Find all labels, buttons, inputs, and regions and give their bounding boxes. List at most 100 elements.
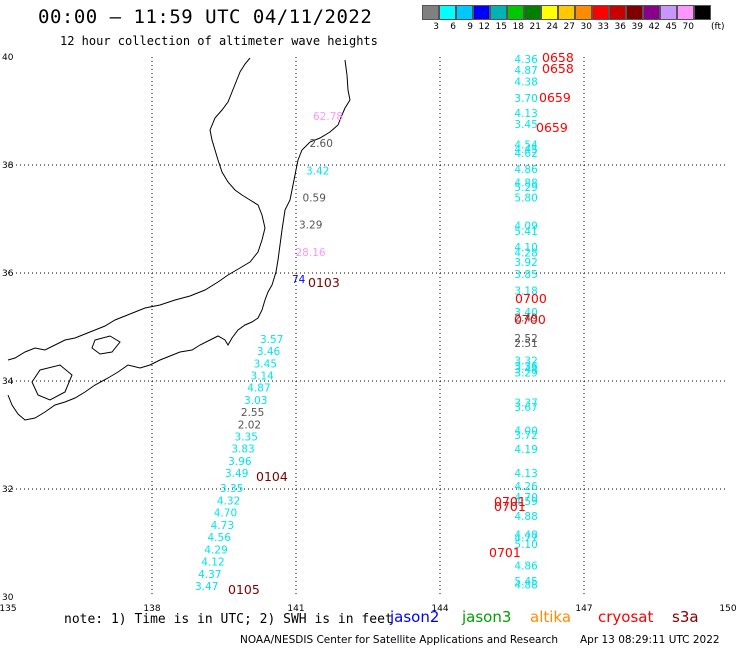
swh-value: 74 bbox=[292, 274, 306, 286]
scale-label-15: 70 bbox=[682, 22, 694, 32]
swh-value: 4.73 bbox=[211, 520, 234, 532]
scale-swatch-15 bbox=[677, 5, 694, 20]
swh-value: 3.35 bbox=[220, 483, 243, 495]
swh-value: 3.32 bbox=[514, 355, 537, 367]
swh-value: 5.80 bbox=[514, 192, 537, 204]
map-title: 00:00 – 11:59 UTC 04/11/2022 bbox=[38, 6, 373, 28]
swh-value: 3.47 bbox=[195, 581, 218, 593]
swh-value: 3.44 bbox=[514, 364, 538, 376]
swh-value: 4.00 bbox=[514, 426, 537, 438]
pass-time-label: 0701 bbox=[494, 494, 526, 509]
scale-swatch-0 bbox=[422, 5, 439, 20]
scale-label-6: 21 bbox=[529, 22, 541, 32]
lon-label: 147 bbox=[575, 604, 592, 614]
lon-label: 135 bbox=[0, 604, 17, 614]
coastline bbox=[7, 57, 351, 421]
footnote: note: 1) Time is in UTC; 2) SWH is in fe… bbox=[64, 612, 393, 627]
lon-label: 138 bbox=[143, 604, 160, 614]
scale-swatch-13 bbox=[643, 5, 660, 20]
swh-value: 4.70 bbox=[514, 492, 537, 504]
swh-value: 4.87 bbox=[247, 383, 270, 395]
satellite-jason3: jason3 bbox=[462, 608, 512, 626]
satellite-altika: altika bbox=[530, 608, 572, 626]
kyushu-coast bbox=[31, 364, 73, 401]
swh-value: 3.46 bbox=[257, 346, 281, 358]
swh-value: 4.13 bbox=[514, 108, 537, 120]
swh-value: 2.49 bbox=[514, 312, 537, 324]
scale-label-13: 42 bbox=[648, 22, 660, 32]
pass-time-label: 0103 bbox=[308, 275, 340, 290]
scale-label-3: 12 bbox=[478, 22, 490, 32]
scale-swatch-16 bbox=[694, 5, 711, 20]
swh-value: 5.45 bbox=[514, 576, 537, 588]
color-scale bbox=[422, 5, 711, 20]
color-scale-labels: 3 6 9 12 15 18 21 24 27 30 33 36 39 42 45 70 bbox=[422, 22, 694, 32]
scale-swatch-4 bbox=[490, 5, 507, 20]
swh-value: 2.52 bbox=[514, 333, 537, 345]
swh-value: 4.88 bbox=[514, 580, 537, 592]
swh-value: 2.60 bbox=[310, 138, 333, 150]
swh-value: 3.35 bbox=[235, 431, 258, 443]
swh-value: 4.70 bbox=[214, 508, 237, 520]
scale-swatch-11 bbox=[609, 5, 626, 20]
color-scale-unit: (ft) bbox=[711, 22, 725, 32]
swh-value: 3.57 bbox=[260, 334, 283, 346]
swh-value: 3.14 bbox=[250, 371, 274, 383]
swh-value: 3.72 bbox=[514, 430, 537, 442]
lon-label: 150 bbox=[719, 604, 736, 614]
swh-value: 4.28 bbox=[514, 247, 537, 259]
scale-swatch-12 bbox=[626, 5, 643, 20]
scale-label-2: 9 bbox=[467, 22, 473, 32]
scale-swatch-5 bbox=[507, 5, 524, 20]
swh-value: 4.56 bbox=[208, 532, 232, 544]
swh-value: 4.62 bbox=[514, 148, 537, 160]
swh-value: 3.45 bbox=[514, 119, 537, 131]
swh-value: 4.86 bbox=[514, 164, 538, 176]
satellite-s3a: s3a bbox=[672, 608, 699, 626]
swh-value: 4.59 bbox=[514, 496, 537, 508]
scale-label-4: 15 bbox=[495, 22, 507, 32]
scale-label-7: 24 bbox=[546, 22, 558, 32]
swh-value: 4.36 bbox=[514, 54, 538, 66]
scale-swatch-7 bbox=[541, 5, 558, 20]
lat-label: 38 bbox=[2, 161, 14, 171]
scale-label-1: 6 bbox=[450, 22, 456, 32]
swh-value: 3.85 bbox=[514, 269, 537, 281]
swh-value: 4.19 bbox=[514, 444, 537, 456]
scale-swatch-3 bbox=[473, 5, 490, 20]
scale-swatch-14 bbox=[660, 5, 677, 20]
swh-value: 3.67 bbox=[514, 402, 537, 414]
scale-label-10: 33 bbox=[597, 22, 609, 32]
pass-time-label: 0701 bbox=[494, 499, 526, 514]
swh-value: 4.13 bbox=[514, 468, 537, 480]
scale-swatch-8 bbox=[558, 5, 575, 20]
swh-value: 5.10 bbox=[514, 539, 537, 551]
scale-swatch-1 bbox=[439, 5, 456, 20]
swh-value: 4.77 bbox=[514, 533, 537, 545]
swh-value: 3.45 bbox=[254, 358, 277, 370]
swh-value: 4.32 bbox=[217, 495, 240, 507]
swh-value: 4.37 bbox=[198, 569, 221, 581]
shikoku-coast bbox=[91, 335, 121, 355]
pass-time-label: 0659 bbox=[539, 90, 571, 105]
swh-value: 3.49 bbox=[225, 468, 248, 480]
lat-label: 34 bbox=[2, 377, 14, 387]
swh-value: 4.88 bbox=[514, 511, 537, 523]
swh-value: 4.12 bbox=[201, 557, 224, 569]
swh-value: 3.18 bbox=[514, 285, 537, 297]
swh-value: 3.03 bbox=[244, 395, 267, 407]
swh-value: 3.70 bbox=[514, 93, 537, 105]
swh-value: 4.09 bbox=[514, 220, 537, 232]
pass-time-label: 0700 bbox=[514, 312, 546, 327]
swh-value: 3.36 bbox=[514, 361, 538, 373]
swh-value: 4.26 bbox=[514, 481, 538, 493]
scale-label-0: 3 bbox=[433, 22, 439, 32]
scale-label-11: 36 bbox=[614, 22, 626, 32]
swh-value: 2.51 bbox=[514, 338, 537, 350]
swh-value: 3.42 bbox=[306, 165, 329, 177]
swh-value: 5.41 bbox=[514, 226, 537, 238]
pass-time-label: 0700 bbox=[515, 291, 547, 306]
scale-swatch-6 bbox=[524, 5, 541, 20]
lat-label: 30 bbox=[2, 593, 14, 603]
